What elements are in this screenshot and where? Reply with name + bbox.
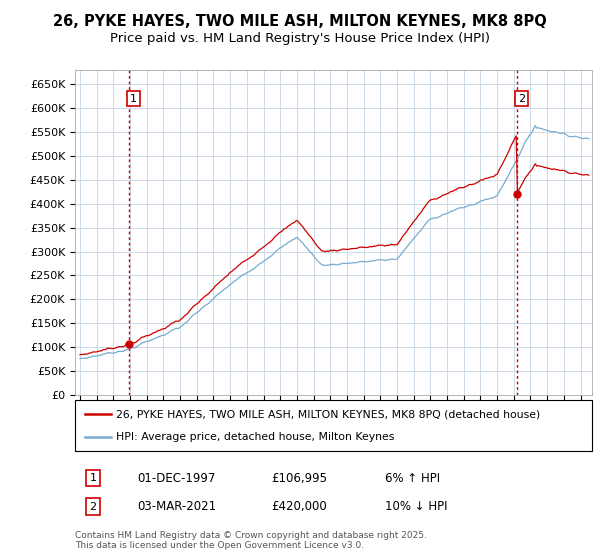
- Text: 1: 1: [130, 94, 137, 104]
- Text: 10% ↓ HPI: 10% ↓ HPI: [385, 500, 448, 514]
- Text: 01-DEC-1997: 01-DEC-1997: [137, 472, 215, 484]
- Text: 26, PYKE HAYES, TWO MILE ASH, MILTON KEYNES, MK8 8PQ: 26, PYKE HAYES, TWO MILE ASH, MILTON KEY…: [53, 14, 547, 29]
- Text: £420,000: £420,000: [272, 500, 327, 514]
- Text: 6% ↑ HPI: 6% ↑ HPI: [385, 472, 440, 484]
- Text: HPI: Average price, detached house, Milton Keynes: HPI: Average price, detached house, Milt…: [116, 432, 395, 442]
- Text: 03-MAR-2021: 03-MAR-2021: [137, 500, 216, 514]
- Text: Contains HM Land Registry data © Crown copyright and database right 2025.: Contains HM Land Registry data © Crown c…: [75, 531, 427, 540]
- Text: 2: 2: [89, 502, 97, 512]
- Text: 26, PYKE HAYES, TWO MILE ASH, MILTON KEYNES, MK8 8PQ (detached house): 26, PYKE HAYES, TWO MILE ASH, MILTON KEY…: [116, 409, 541, 419]
- Text: 1: 1: [89, 473, 97, 483]
- Text: This data is licensed under the Open Government Licence v3.0.: This data is licensed under the Open Gov…: [75, 542, 364, 550]
- Text: 2: 2: [518, 94, 525, 104]
- Text: £106,995: £106,995: [272, 472, 328, 484]
- Text: Price paid vs. HM Land Registry's House Price Index (HPI): Price paid vs. HM Land Registry's House …: [110, 32, 490, 45]
